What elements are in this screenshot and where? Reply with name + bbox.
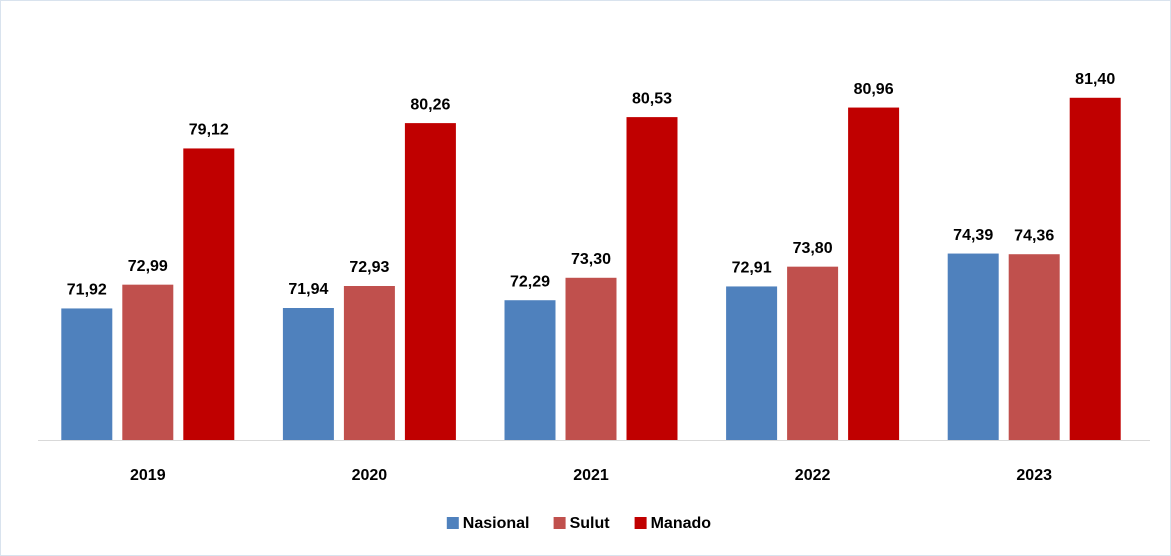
bar <box>848 107 900 441</box>
bar <box>343 286 395 440</box>
bar <box>183 148 235 440</box>
data-label: 80,96 <box>854 81 894 98</box>
data-label: 72,99 <box>128 258 168 275</box>
x-tick-label: 2019 <box>130 467 166 484</box>
bar <box>404 123 456 440</box>
legend-swatch <box>553 517 566 529</box>
data-label: 80,26 <box>410 96 450 113</box>
data-label: 73,80 <box>793 240 833 257</box>
legend-swatch <box>634 517 647 529</box>
bar <box>504 300 556 440</box>
legend-label: Sulut <box>570 515 611 532</box>
data-label: 79,12 <box>189 122 229 139</box>
data-label: 81,40 <box>1075 71 1115 88</box>
data-label: 72,91 <box>732 260 772 277</box>
legend-label: Nasional <box>463 515 530 532</box>
bar <box>726 286 778 440</box>
bar <box>122 284 174 440</box>
data-label: 71,94 <box>288 281 328 298</box>
bar <box>565 277 617 440</box>
data-label: 72,29 <box>510 273 550 290</box>
legend-label: Manado <box>651 515 712 532</box>
bar <box>787 266 839 440</box>
data-label: 71,92 <box>67 282 107 299</box>
x-tick-label: 2020 <box>352 467 388 484</box>
bar <box>1069 97 1121 441</box>
bar <box>626 117 678 440</box>
bar <box>947 253 999 440</box>
legend-swatch <box>446 517 459 529</box>
bar <box>282 308 334 440</box>
x-tick-label: 2022 <box>795 467 831 484</box>
x-tick-label: 2023 <box>1016 467 1052 484</box>
x-tick-label: 2021 <box>573 467 609 484</box>
bar <box>61 308 113 440</box>
data-label: 74,39 <box>953 227 993 244</box>
data-label: 73,30 <box>571 251 611 268</box>
data-label: 74,36 <box>1014 227 1054 244</box>
bar <box>1008 254 1060 440</box>
data-label: 80,53 <box>632 90 672 107</box>
data-label: 72,93 <box>349 259 389 276</box>
